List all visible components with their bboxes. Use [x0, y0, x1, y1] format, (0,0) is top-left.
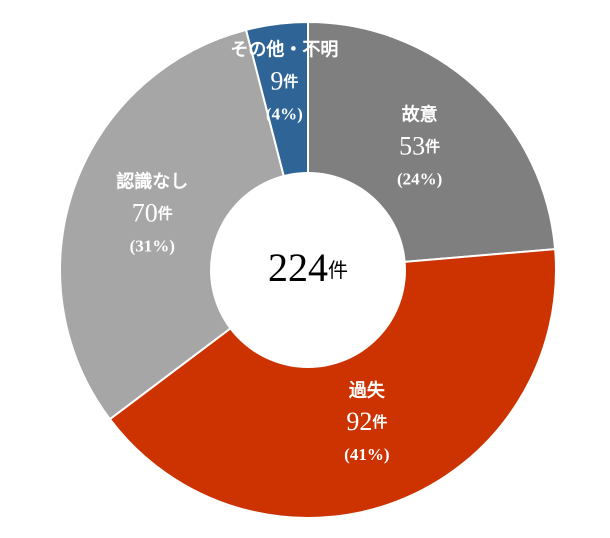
value-unit: 件 — [283, 73, 298, 91]
slice-percent: (24%) — [397, 169, 442, 188]
value-unit: 件 — [158, 205, 173, 223]
value-number: 53 — [399, 131, 425, 160]
slice-value: 92件 — [346, 407, 387, 436]
total-unit: 件 — [328, 259, 348, 282]
slice-percent: (41%) — [344, 445, 389, 464]
slice — [108, 248, 557, 519]
slice-percent: (31%) — [130, 236, 175, 255]
slice-name: 過失 — [349, 379, 386, 400]
value-number: 9 — [270, 66, 283, 95]
slice — [59, 28, 310, 421]
value-number: 70 — [132, 198, 158, 227]
slice-percent: (4%) — [266, 104, 303, 123]
total-value: 224 — [268, 245, 328, 290]
value-unit: 件 — [372, 414, 387, 432]
value-unit: 件 — [425, 138, 440, 156]
slice-value: 53件 — [399, 131, 440, 160]
slice-value: 70件 — [132, 198, 173, 227]
slice-name: 故意 — [402, 104, 438, 125]
slice-name: 認識なし — [116, 171, 188, 192]
slice-value: 9件 — [270, 66, 298, 95]
donut-hole — [210, 172, 406, 368]
slice-name: その他・不明 — [230, 39, 338, 60]
center-total: 224件 — [268, 245, 348, 290]
value-number: 92 — [346, 407, 372, 436]
